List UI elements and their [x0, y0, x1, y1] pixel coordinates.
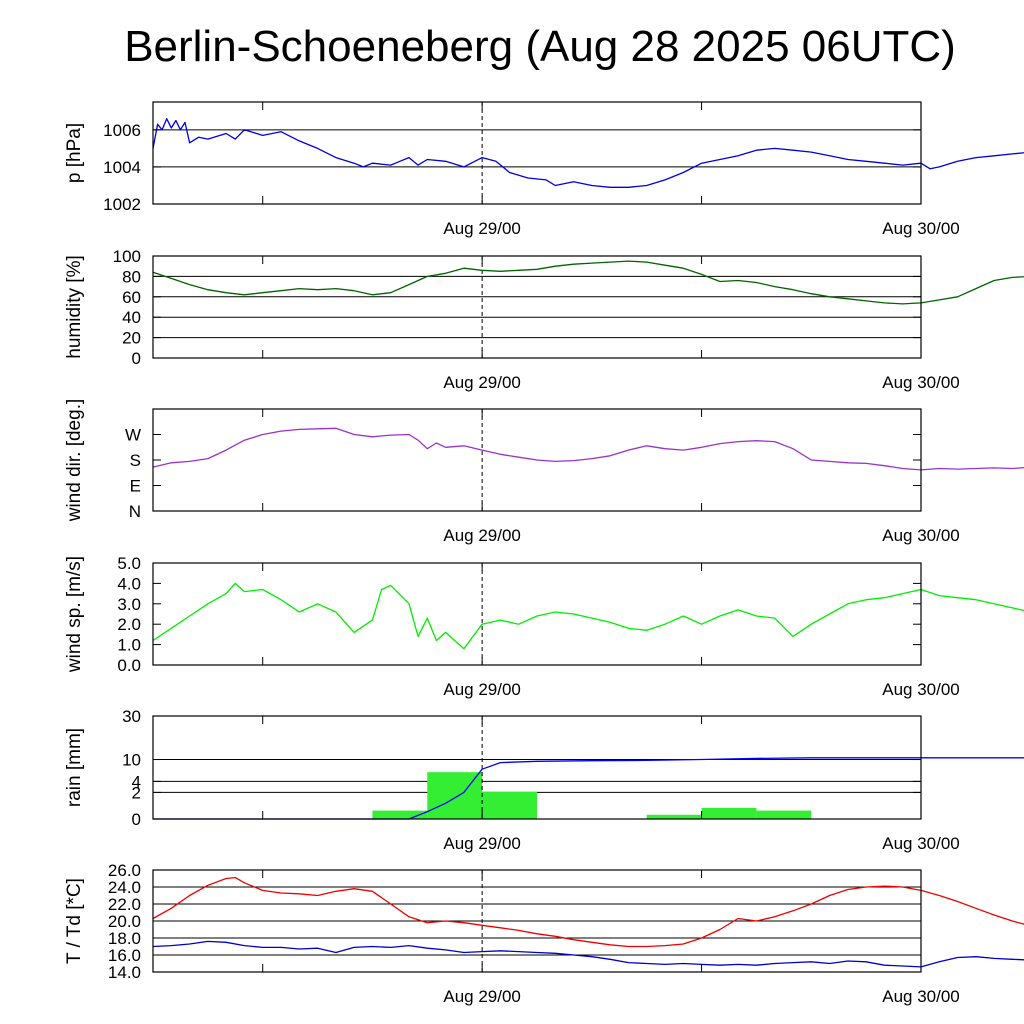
x-tick-label: Aug 29/00: [443, 526, 521, 545]
y-tick-label: 14.0: [108, 963, 141, 982]
y-axis-label: humidity [%]: [64, 255, 85, 358]
plot-frame: [152, 715, 922, 820]
y-tick-label: 1004: [103, 158, 141, 177]
x-tick-label: Aug 29/00: [443, 680, 521, 699]
y-tick-label: S: [130, 451, 141, 470]
y-tick-label: 16.0: [108, 946, 141, 965]
x-tick-label: Aug 29/00: [443, 373, 521, 392]
y-axis-label: p [hPa]: [64, 123, 85, 183]
y-axis-label: rain [mm]: [64, 728, 85, 807]
plot-frame: [152, 255, 922, 359]
y-tick-label: 1002: [103, 195, 141, 214]
y-tick-label: 0: [132, 810, 141, 829]
wind_speed-panel: 0.01.0 2.03.0 4.05.0 Aug 29/00 Aug 30/00 wind…: [64, 554, 1024, 699]
y-tick-label: 0: [132, 349, 141, 368]
humidity-line: [152, 260, 1024, 305]
temperature-line: [152, 876, 1024, 948]
x-tick-label: Aug 30/00: [882, 987, 960, 1006]
y-axis-label: wind dir. [deg.]: [64, 399, 85, 523]
y-tick-label: 1006: [103, 121, 141, 140]
y-tick-label: 24.0: [108, 878, 141, 897]
y-tick-label: 1.0: [117, 636, 141, 655]
y-tick-label: 4.0: [117, 574, 141, 593]
y-tick-label: W: [125, 426, 141, 445]
y-axis-label: T / Td [*C]: [64, 878, 85, 964]
y-tick-label: 0.0: [117, 656, 141, 675]
y-tick-label: 100: [113, 247, 141, 266]
chart-title: Berlin-Schoeneberg (Aug 28 2025 06UTC): [124, 22, 956, 71]
temperature-panel: 14.016.018.020.022.024.026.0 Aug 29/00 Aug…: [64, 861, 1024, 1006]
rain-bar: [372, 810, 428, 819]
rain_cumulative-line: [153, 757, 1024, 820]
x-tick-label: Aug 29/00: [443, 219, 521, 238]
wind_dir-line: [152, 427, 1024, 471]
x-tick-label: Aug 29/00: [443, 987, 521, 1006]
wind_speed-line: [152, 582, 1024, 650]
y-tick-label: 2.0: [117, 615, 141, 634]
rain-bar: [646, 814, 702, 819]
y-tick-label: 30: [122, 707, 141, 726]
rain-panel: 0 24 10 30 Aug 29/00 Aug 30/00 rain [mm]: [64, 707, 1024, 853]
y-tick-label: 18.0: [108, 929, 141, 948]
y-tick-label: 2: [132, 783, 141, 802]
dewpoint-line: [152, 940, 1024, 968]
rain-bar: [701, 807, 757, 819]
plot-frame: [152, 101, 922, 205]
y-tick-label: 4: [132, 772, 141, 791]
y-tick-label: 26.0: [108, 861, 141, 880]
y-tick-label: 80: [122, 267, 141, 286]
rain-bar: [756, 810, 812, 819]
y-tick-label: 20.0: [108, 912, 141, 931]
x-tick-label: Aug 29/00: [443, 834, 521, 853]
y-tick-label: 3.0: [117, 595, 141, 614]
x-tick-label: Aug 30/00: [882, 526, 960, 545]
pressure-line: [152, 118, 1024, 188]
y-tick-label: 10: [122, 751, 141, 770]
y-axis-label: wind sp. [m/s]: [64, 556, 85, 673]
y-tick-label: 40: [122, 308, 141, 327]
pressure-panel: 1002 1004 1006 Aug 29/00 Aug 30/00 p [hPa]: [64, 101, 1024, 238]
x-tick-label: Aug 30/00: [882, 680, 960, 699]
y-tick-label: E: [130, 477, 141, 496]
y-tick-label: 20: [122, 329, 141, 348]
plot-frame: [152, 562, 922, 666]
x-tick-label: Aug 30/00: [882, 219, 960, 238]
y-tick-label: N: [129, 502, 141, 521]
y-tick-label: 22.0: [108, 895, 141, 914]
y-tick-label: 60: [122, 288, 141, 307]
rain-bar: [482, 791, 537, 819]
x-tick-label: Aug 30/00: [882, 373, 960, 392]
x-tick-label: Aug 30/00: [882, 834, 960, 853]
y-tick-label: 5.0: [117, 554, 141, 573]
